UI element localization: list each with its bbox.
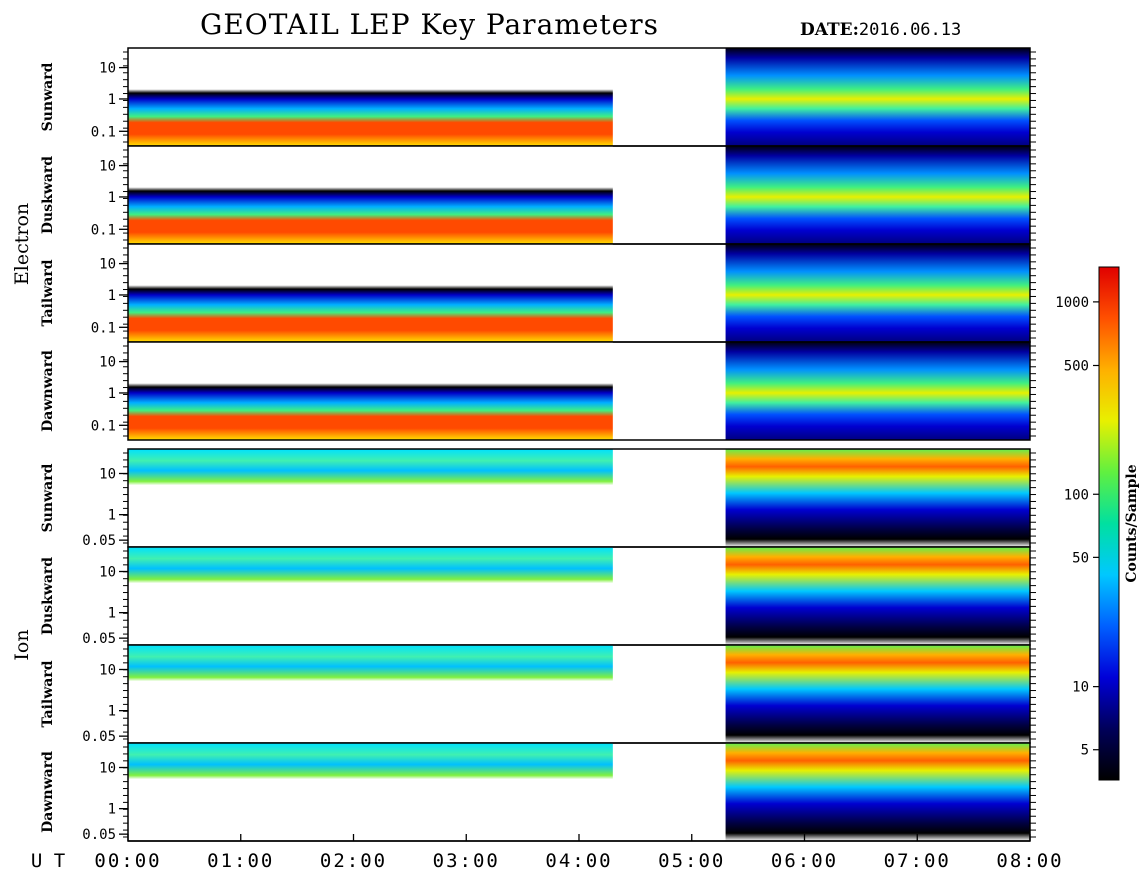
- y-tick-label: 1: [108, 606, 116, 622]
- y-tick-label: 0.1: [91, 418, 116, 434]
- spectrogram-segment-early: [128, 743, 613, 841]
- x-tick-label: 02:00: [320, 850, 387, 872]
- species-label-ion: Ion: [11, 629, 33, 660]
- x-tick-label: 00:00: [94, 850, 161, 872]
- colorbar-tick-label: 1000: [1055, 295, 1089, 311]
- date-value: 2016.06.13: [858, 20, 962, 40]
- x-tick-label: 05:00: [658, 850, 725, 872]
- spectrogram-segment-early: [128, 342, 613, 440]
- spectrogram-segment-late: [725, 645, 1030, 743]
- spectrogram-segment-late: [725, 48, 1030, 146]
- direction-label: Tailward: [40, 259, 56, 326]
- colorbar-tick-label: 500: [1064, 358, 1089, 374]
- y-tick-label: 1: [108, 386, 116, 402]
- panel-frame: [127, 341, 1031, 441]
- spectrogram-segment-early: [128, 146, 613, 244]
- spectrogram-segment-early: [128, 645, 613, 743]
- colorbar-scale: [1098, 266, 1120, 781]
- panel-electron-dawnward: 10 1 0.1: [91, 341, 1036, 441]
- spectrogram-segment-late: [725, 449, 1030, 547]
- y-tick-label: 10: [99, 467, 116, 483]
- panel-electron-tailward: 10 1 0.1: [91, 243, 1036, 343]
- direction-label: Tailward: [40, 660, 56, 727]
- y-tick-label: 0.1: [91, 222, 116, 238]
- spectrogram-segment-late: [725, 743, 1030, 841]
- y-tick-label: 1: [108, 92, 116, 108]
- chart-title: GEOTAIL LEP Key Parameters: [200, 8, 659, 41]
- spectrogram-segment-early: [128, 449, 613, 547]
- y-tick-label: 1: [108, 704, 116, 720]
- colorbar-tick-label: 100: [1064, 487, 1089, 503]
- y-tick-label: 10: [99, 159, 116, 175]
- colorbar-tick-label: 50: [1072, 550, 1089, 566]
- direction-label: Dawnward: [40, 751, 56, 833]
- y-tick-label: 1: [108, 190, 116, 206]
- direction-label: Duskward: [40, 156, 56, 234]
- panel-ion-duskward: 10 1 0.05: [82, 546, 1036, 647]
- colorbar-tick-label: 5: [1081, 743, 1089, 759]
- panel-electron-duskward: 10 1 0.1: [91, 145, 1036, 245]
- panel-ion-tailward: 10 1 0.05: [82, 644, 1036, 745]
- x-tick-label: 01:00: [207, 850, 274, 872]
- y-tick-label: 10: [99, 257, 116, 273]
- spectrogram-segment-late: [725, 146, 1030, 244]
- direction-label: Sunward: [40, 463, 56, 532]
- spectrogram-segment-late: [725, 342, 1030, 440]
- y-tick-label: 0.05: [82, 729, 116, 745]
- panel-ion-dawnward: 10 1 0.05: [82, 742, 1036, 843]
- y-tick-label: 10: [99, 761, 116, 777]
- direction-label: Sunward: [40, 62, 56, 131]
- panel-electron-sunward: 10 1 0.1: [91, 47, 1036, 147]
- spectrogram-segment-early: [128, 244, 613, 342]
- x-tick-label: 03:00: [433, 850, 500, 872]
- y-tick-label: 1: [108, 802, 116, 818]
- species-label-electron: Electron: [11, 203, 33, 285]
- y-tick-label: 1: [108, 508, 116, 524]
- date-label: DATE:: [800, 20, 859, 40]
- y-tick-label: 10: [99, 61, 116, 77]
- colorbar-label: Counts/Sample: [1124, 464, 1140, 582]
- spectrogram-segment-late: [725, 244, 1030, 342]
- y-tick-label: 10: [99, 663, 116, 679]
- y-tick-label: 0.05: [82, 631, 116, 647]
- panel-ion-sunward: 10 1 0.05: [82, 448, 1036, 549]
- x-tick-label: 06:00: [771, 850, 838, 872]
- spectrogram-segment-late: [725, 547, 1030, 645]
- x-tick-label: 04:00: [545, 850, 612, 872]
- y-tick-label: 1: [108, 288, 116, 304]
- date-readout: DATE:2016.06.13: [800, 20, 961, 40]
- y-tick-label: 0.1: [91, 124, 116, 140]
- y-tick-label: 0.1: [91, 320, 116, 336]
- y-tick-label: 10: [99, 355, 116, 371]
- spectrogram-segment-early: [128, 547, 613, 645]
- colorbar-tick-label: 10: [1072, 680, 1089, 696]
- direction-label: Dawnward: [40, 350, 56, 432]
- x-tick-label: 08:00: [996, 850, 1063, 872]
- x-tick-label: 07:00: [884, 850, 951, 872]
- y-tick-label: 0.05: [82, 827, 116, 843]
- x-axis-label: U T: [31, 850, 65, 872]
- spectrogram-segment-early: [128, 48, 613, 146]
- y-tick-label: 10: [99, 565, 116, 581]
- y-tick-label: 0.05: [82, 533, 116, 549]
- direction-label: Duskward: [40, 557, 56, 635]
